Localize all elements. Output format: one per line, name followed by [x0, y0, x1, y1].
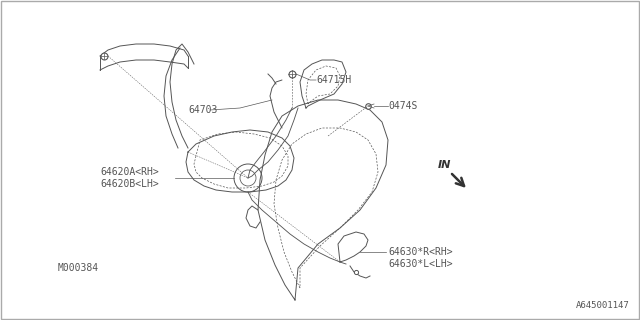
Text: 64620A<RH>: 64620A<RH> [100, 167, 159, 177]
Text: 64715H: 64715H [316, 75, 351, 85]
Text: 64630*L<LH>: 64630*L<LH> [388, 259, 452, 269]
Text: 64703: 64703 [188, 105, 218, 115]
Text: IN: IN [438, 160, 451, 170]
Text: 0474S: 0474S [388, 101, 417, 111]
Text: 64630*R<RH>: 64630*R<RH> [388, 247, 452, 257]
Text: 64620B<LH>: 64620B<LH> [100, 179, 159, 189]
Text: M000384: M000384 [58, 263, 99, 273]
Text: A645001147: A645001147 [576, 301, 630, 310]
